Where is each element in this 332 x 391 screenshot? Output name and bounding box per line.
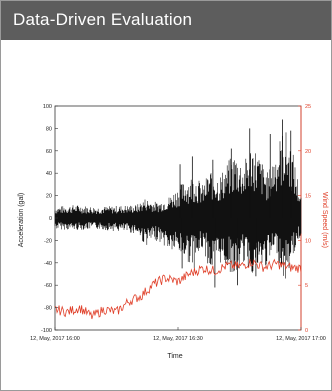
left-axis-label: Acceleration (gal)	[18, 193, 25, 247]
left-tick-label: 100	[43, 104, 52, 110]
left-tick-label: 80	[46, 126, 52, 132]
left-tick-label: -60	[44, 283, 52, 289]
right-axis-label: Wind Speed (m/s)	[321, 192, 328, 248]
right-tick-label: 15	[305, 194, 311, 200]
acceleration-trace	[54, 132, 302, 279]
right-tick-label: 10	[305, 238, 311, 244]
left-tick-label: 20	[46, 194, 52, 200]
x-tick-label: 12, May, 2017 16:30	[153, 336, 203, 342]
right-tick-label: 5	[305, 283, 308, 289]
left-tick-label: -80	[44, 306, 52, 312]
left-tick-label: -40	[44, 261, 52, 267]
card-title: Data-Driven Evaluation	[13, 10, 193, 29]
wind-speed-line	[54, 258, 302, 320]
left-tick-label: 0	[49, 216, 52, 222]
left-tick-label: 40	[46, 171, 52, 177]
x-tick-label: 12, May, 2017 16:00	[30, 336, 80, 342]
right-tick-label: 25	[305, 104, 311, 110]
right-tick-label: 0	[305, 328, 308, 334]
right-tick-label: 20	[305, 149, 311, 155]
x-axis-label: Time	[167, 353, 182, 360]
left-tick-label: -20	[44, 238, 52, 244]
x-tick-label: 12, May, 2017 17:00	[276, 336, 326, 342]
card-header: Data-Driven Evaluation	[1, 1, 331, 40]
wind-speed-series	[54, 258, 302, 320]
left-tick-label: 60	[46, 149, 52, 155]
left-tick-label: -100	[41, 328, 52, 334]
acceleration-series	[54, 119, 302, 288]
